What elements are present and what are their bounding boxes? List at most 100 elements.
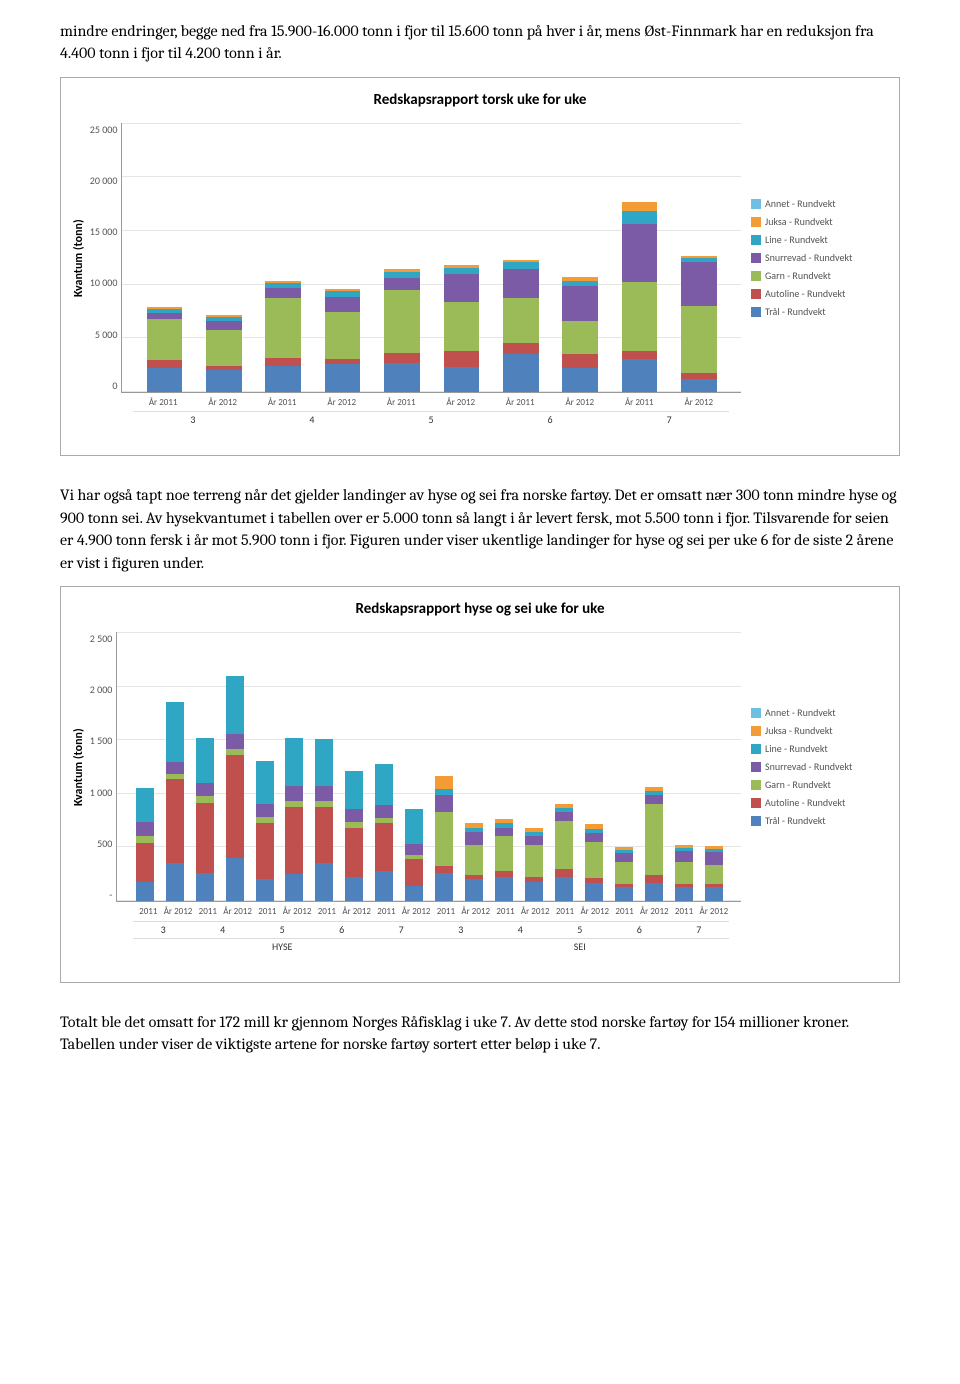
ytick: 1 000	[90, 786, 113, 800]
bar	[444, 265, 480, 392]
bar-segment	[226, 755, 244, 858]
bar-segment	[503, 354, 539, 392]
bar-column	[339, 632, 369, 901]
bar-segment	[675, 887, 693, 901]
bar-segment	[645, 883, 663, 901]
bar	[265, 281, 301, 392]
bar-column	[194, 123, 253, 392]
xaxis-group: 5	[252, 921, 312, 937]
bar-segment	[345, 771, 363, 809]
chart-torsk: Redskapsrapport torsk uke for uke Kvantu…	[60, 77, 900, 457]
bar-segment	[405, 844, 423, 855]
bar-column	[220, 632, 250, 901]
ytick: 2 000	[90, 683, 113, 697]
legend-item: Garn - Rundvekt	[751, 269, 891, 283]
xaxis-group: 4	[490, 921, 550, 937]
bar-segment	[285, 807, 303, 874]
bar-segment	[645, 804, 663, 875]
bar-column	[609, 632, 639, 901]
xaxis-label: År 2012	[699, 906, 729, 919]
chart2-legend: Annet - RundvektJuksa - RundvektLine - R…	[741, 632, 891, 902]
xaxis-label: År 2011	[133, 397, 193, 410]
chart2-xgroups: 3456734567	[121, 921, 741, 937]
chart1-xgroups: 34567	[121, 411, 741, 427]
legend-swatch	[751, 307, 761, 317]
xaxis-label: År 2012	[520, 906, 550, 919]
bar-segment	[206, 321, 242, 331]
legend-item: Juksa - Rundvekt	[751, 215, 891, 229]
xaxis-group: 7	[371, 921, 431, 937]
bar-segment	[465, 832, 483, 845]
xaxis-label: År 2012	[312, 397, 372, 410]
bar-segment	[226, 858, 244, 901]
bar-segment	[315, 863, 333, 901]
bar-segment	[226, 734, 244, 749]
bar	[256, 761, 274, 901]
xaxis-group: 6	[312, 921, 372, 937]
legend-label: Garn - Rundvekt	[765, 778, 831, 792]
ytick: 25 000	[90, 123, 118, 137]
xaxis-group: 5	[550, 921, 610, 937]
bar-segment	[196, 873, 214, 901]
xaxis-label: 2011	[133, 906, 163, 919]
xaxis-label: År 2012	[282, 906, 312, 919]
legend-item: Trål - Rundvekt	[751, 814, 891, 828]
bar-segment	[384, 278, 420, 290]
bar-column	[372, 123, 431, 392]
bar-segment	[615, 862, 633, 884]
bar-segment	[285, 738, 303, 787]
bar-segment	[435, 795, 453, 812]
bar	[435, 776, 453, 901]
xaxis-label: År 2011	[371, 397, 431, 410]
legend-label: Line - Rundvekt	[765, 742, 828, 756]
legend-label: Snurrevad - Rundvekt	[765, 251, 852, 265]
bar-column	[459, 632, 489, 901]
bar-segment	[465, 845, 483, 875]
bar-column	[250, 632, 280, 901]
bar-segment	[622, 224, 658, 281]
legend-label: Snurrevad - Rundvekt	[765, 760, 852, 774]
bar-column	[491, 123, 550, 392]
bar-segment	[265, 298, 301, 358]
legend-swatch	[751, 744, 761, 754]
bar-segment	[705, 865, 723, 883]
bar-segment	[444, 367, 480, 392]
bar-segment	[435, 776, 453, 789]
xaxis-group: 4	[193, 921, 253, 937]
bar-segment	[166, 863, 184, 901]
xaxis-group: 6	[610, 921, 670, 937]
ytick: 2 500	[90, 632, 113, 646]
ytick: 5 000	[90, 328, 118, 342]
bar-segment	[136, 822, 154, 836]
xaxis-label: År 2012	[461, 906, 491, 919]
bar-column	[549, 632, 579, 901]
bar-segment	[562, 286, 598, 321]
bar-segment	[495, 836, 513, 871]
bar	[675, 845, 693, 901]
xaxis-label: 2011	[669, 906, 699, 919]
bar-segment	[256, 804, 274, 817]
chart2-title: Redskapsrapport hyse og sei uke for uke	[69, 599, 891, 620]
legend-swatch	[751, 798, 761, 808]
legend-item: Autoline - Rundvekt	[751, 287, 891, 301]
xaxis-group: 7	[669, 921, 729, 937]
bar-segment	[166, 702, 184, 761]
bar-segment	[562, 368, 598, 392]
bar-segment	[435, 812, 453, 866]
xaxis-label: År 2012	[342, 906, 372, 919]
xaxis-label: 2011	[312, 906, 342, 919]
bar-segment	[555, 821, 573, 869]
bar-segment	[645, 795, 663, 804]
bar-column	[130, 632, 160, 901]
bar-segment	[166, 779, 184, 863]
bar-segment	[675, 851, 693, 862]
bar-segment	[705, 887, 723, 901]
bar-segment	[555, 877, 573, 901]
legend-item: Line - Rundvekt	[751, 742, 891, 756]
bar-segment	[675, 862, 693, 884]
bar-column	[254, 123, 313, 392]
bar-column	[579, 632, 609, 901]
xaxis-label: År 2011	[252, 397, 312, 410]
xaxis-group: 3	[431, 921, 491, 937]
chart1-xaxis: År 2011År 2012År 2011År 2012År 2011År 20…	[121, 397, 741, 410]
